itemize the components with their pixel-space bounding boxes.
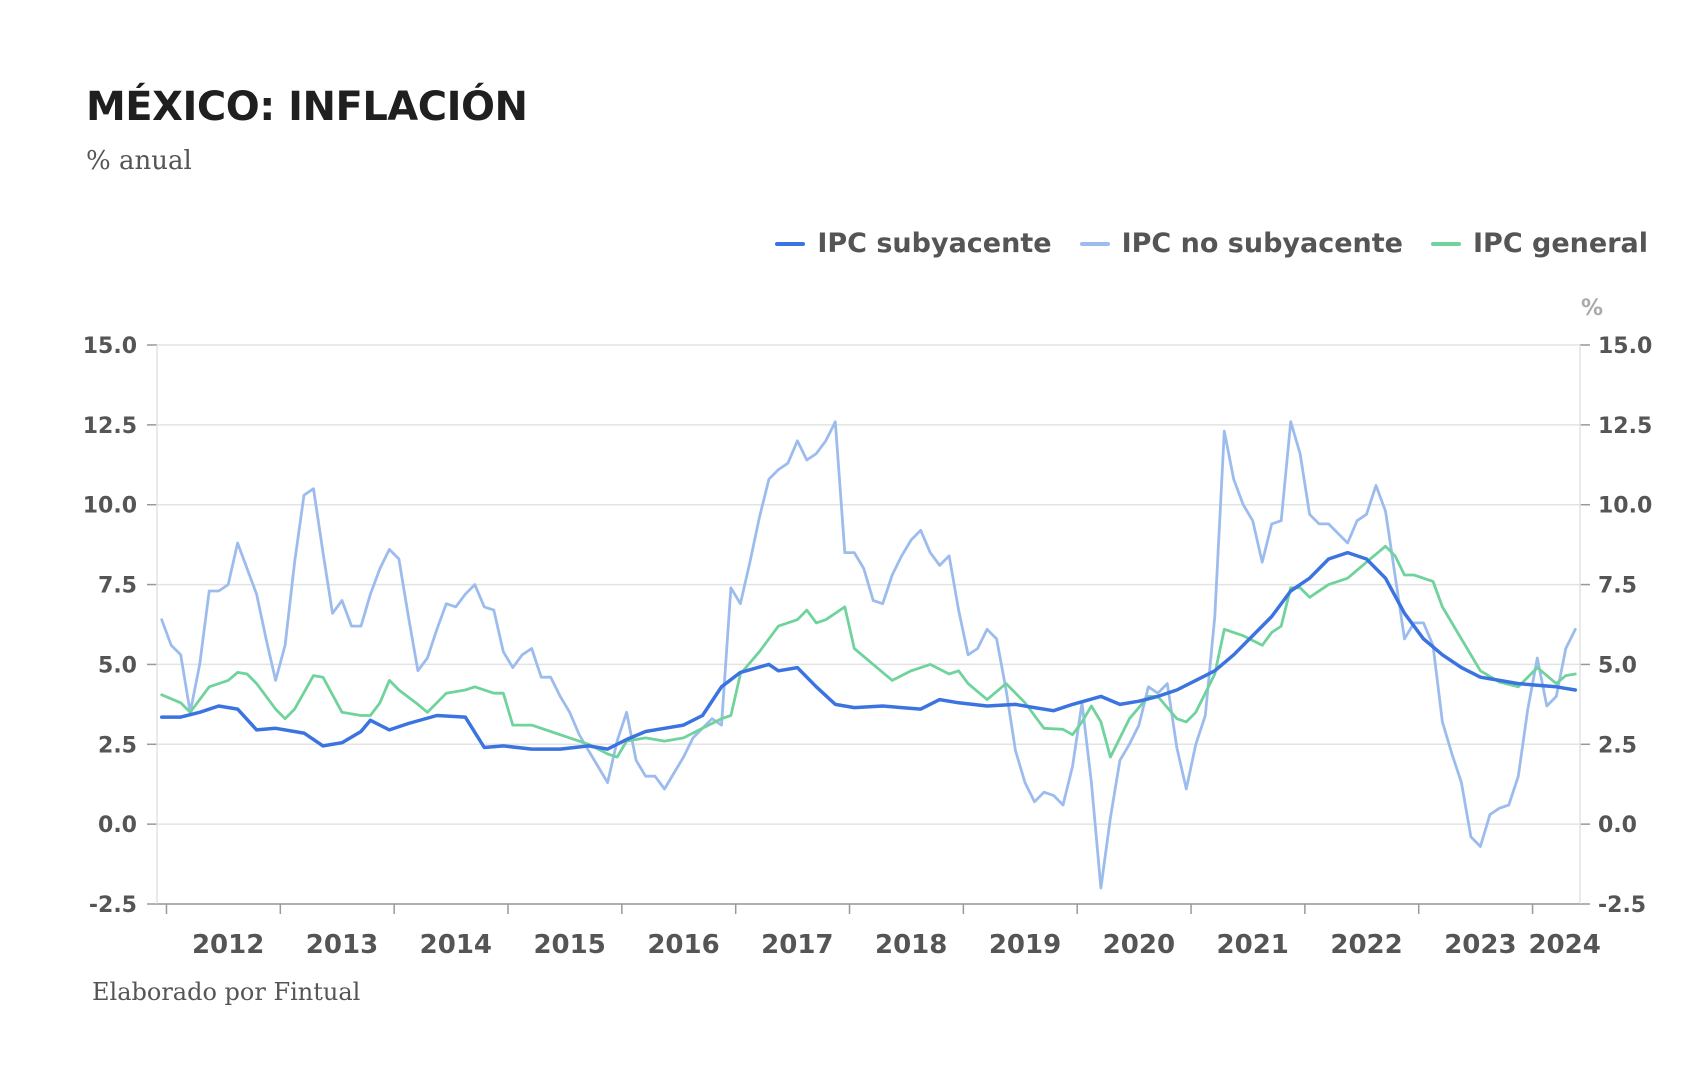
ytick-right-label: 7.5 bbox=[1598, 574, 1637, 599]
legend-swatch-noncore bbox=[1079, 241, 1110, 246]
axes bbox=[147, 344, 1590, 914]
xtick-label: 2016 bbox=[647, 930, 719, 960]
ytick-left-label: 7.5 bbox=[98, 574, 137, 599]
ytick-left-label: -2.5 bbox=[89, 893, 137, 918]
xtick-label: 2015 bbox=[533, 930, 605, 960]
ytick-left-label: 15.0 bbox=[83, 334, 137, 359]
ytick-right-label: 5.0 bbox=[1598, 653, 1637, 678]
y-unit-label: % bbox=[1581, 296, 1603, 321]
legend-item-core: IPC subyacente bbox=[775, 228, 1052, 259]
xtick-label: 2021 bbox=[1217, 930, 1289, 960]
xtick-label: 2012 bbox=[192, 930, 264, 960]
xtick-label: 2023 bbox=[1444, 930, 1516, 960]
xtick-label: 2018 bbox=[875, 930, 947, 960]
xtick-label: 2019 bbox=[989, 930, 1061, 960]
series-line-ipc-general bbox=[160, 544, 1577, 759]
grid-lines bbox=[157, 344, 1580, 905]
ytick-right-label: 0.0 bbox=[1598, 813, 1637, 838]
ytick-left-label: 0.0 bbox=[98, 813, 137, 838]
legend-swatch-general bbox=[1430, 241, 1461, 246]
ytick-left-label: 5.0 bbox=[98, 653, 137, 678]
ytick-right-label: 2.5 bbox=[1598, 733, 1637, 758]
legend-swatch-core bbox=[775, 241, 806, 246]
chart-subtitle: % anual bbox=[86, 146, 192, 176]
ytick-left-label: 2.5 bbox=[98, 733, 137, 758]
xtick-label: 2022 bbox=[1330, 930, 1402, 960]
series-line-ipc-no-subyacente bbox=[160, 420, 1577, 890]
legend-item-general: IPC general bbox=[1430, 228, 1648, 259]
legend-label-noncore: IPC no subyacente bbox=[1121, 228, 1403, 259]
series-line-ipc-subyacente bbox=[159, 550, 1578, 751]
legend: IPC subyacente IPC no subyacente IPC gen… bbox=[775, 228, 1648, 259]
xtick-label: 2020 bbox=[1103, 930, 1175, 960]
legend-item-noncore: IPC no subyacente bbox=[1079, 228, 1403, 259]
xtick-label: 2024 bbox=[1528, 930, 1600, 960]
tick-labels: 15.0 15.0 12.5 12.5 10.0 10.0 7.5 7.5 5.0 5.0 2.5 2… bbox=[83, 296, 1653, 960]
ytick-right-label: -2.5 bbox=[1598, 893, 1646, 918]
xtick-label: 2014 bbox=[420, 930, 492, 960]
ytick-left-label: 10.0 bbox=[83, 494, 137, 519]
legend-label-general: IPC general bbox=[1472, 228, 1648, 259]
series-lines bbox=[159, 420, 1578, 890]
legend-label-core: IPC subyacente bbox=[817, 228, 1052, 259]
xtick-label: 2017 bbox=[761, 930, 833, 960]
ytick-right-label: 15.0 bbox=[1598, 334, 1652, 359]
ytick-left-label: 12.5 bbox=[83, 414, 137, 439]
source-note: Elaborado por Fintual bbox=[92, 978, 361, 1006]
chart-title: MÉXICO: INFLACIÓN bbox=[86, 84, 528, 130]
ytick-right-label: 10.0 bbox=[1598, 494, 1652, 519]
ytick-right-label: 12.5 bbox=[1598, 414, 1652, 439]
xtick-label: 2013 bbox=[306, 930, 378, 960]
